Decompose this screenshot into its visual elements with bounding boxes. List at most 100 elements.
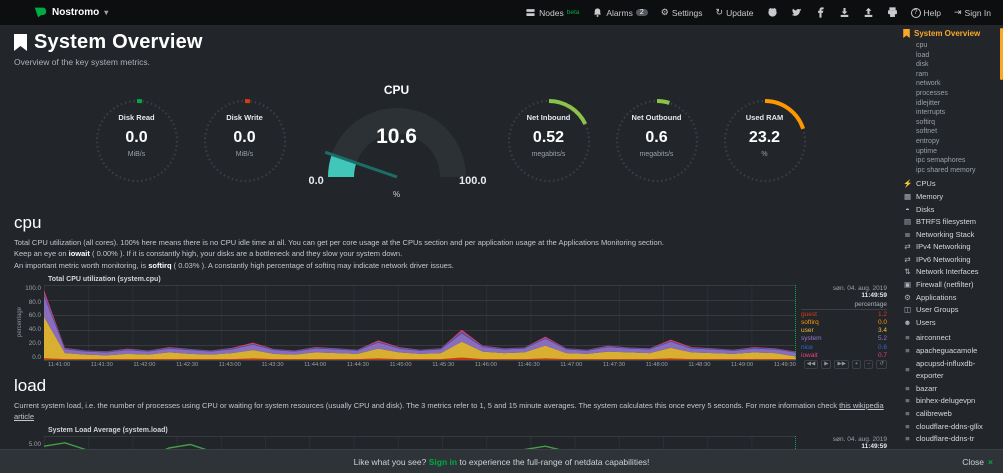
sidebar-subitem[interactable]: load [916, 51, 930, 59]
legend-item[interactable]: nice 0.6 [801, 344, 887, 352]
sidebar-item[interactable]: ⇄ IPv4 Networking [903, 241, 1001, 254]
sidebar-item-label: calibreweb [916, 409, 952, 418]
signin-button[interactable]: ⇥ Sign In [954, 8, 991, 18]
node-selector[interactable]: Nostromo ▾ [34, 6, 108, 19]
legend-item[interactable]: user 3.4 [801, 327, 887, 335]
x-tick: 11:44:00 [304, 361, 327, 368]
sidebar-subitem[interactable]: uptime [916, 147, 938, 155]
chart-control-button[interactable]: ▶▶ [834, 359, 849, 369]
netdata-logo-icon [34, 6, 47, 19]
gauge[interactable]: Net Outbound 0.6 megabits/s [611, 95, 703, 187]
legend-series-name: system [801, 335, 822, 343]
gauge[interactable]: Net Inbound 0.52 megabits/s [503, 95, 595, 187]
sidebar-subitem[interactable]: ipc shared memory [916, 166, 976, 174]
sidebar-item[interactable]: ▤ BTRFS filesystem [903, 216, 1001, 229]
sidebar-item[interactable]: ◫ User Groups [903, 304, 1001, 317]
x-tick: 11:43:00 [218, 361, 241, 368]
settings-button[interactable]: ⚙ Settings [661, 8, 703, 18]
signin-link[interactable]: Sign in [428, 456, 458, 467]
cpu-plot-area[interactable] [44, 284, 796, 361]
chart-control-button[interactable]: − [864, 359, 874, 369]
sidebar-subitem[interactable]: cpu [916, 42, 928, 49]
legend-item[interactable]: system 5.2 [801, 335, 887, 343]
chart-control-button[interactable]: ◀◀ [803, 359, 819, 369]
sidebar-subitem[interactable]: disk [916, 61, 929, 69]
sidebar-subitem[interactable]: ram [916, 70, 929, 78]
legend-item[interactable]: guest 1.2 [801, 311, 887, 319]
help-button[interactable]: ? Help [910, 7, 941, 18]
alarms-label: Alarms [606, 7, 633, 18]
import-snapshot-button[interactable] [839, 7, 850, 18]
sidebar-item[interactable]: ≡ airconnect [903, 332, 1001, 345]
alarms-button[interactable]: Alarms 2 [592, 7, 648, 18]
sidebar-item[interactable]: ⚙ Applications [903, 292, 1001, 305]
chart-control-button[interactable]: ↺ [876, 359, 887, 369]
chart-control-button[interactable]: + [851, 359, 862, 369]
load-description: Current system load, i.e. the number of … [14, 400, 884, 421]
gauge[interactable]: Disk Read 0.0 MiB/s [91, 95, 183, 187]
gear-icon: ⚙ [660, 7, 669, 17]
sidebar-subitem[interactable]: softnet [916, 128, 938, 136]
sidebar-subitem[interactable]: entropy [916, 137, 940, 145]
x-tick: 11:45:30 [432, 361, 455, 368]
sidebar-item[interactable]: ⇅ Network Interfaces [903, 266, 1001, 279]
close-icon: × [988, 456, 993, 467]
gauge-label: Disk Write [226, 113, 263, 122]
nodes-button[interactable]: Nodes beta [525, 7, 579, 18]
chart-control-button[interactable]: ▶ [821, 359, 832, 369]
x-tick: 11:46:30 [517, 361, 540, 368]
sidebar-subitem[interactable]: ipc semaphores [916, 157, 966, 165]
gauge-value: 0.0 [233, 129, 256, 146]
sidebar-item[interactable]: ≡ calibreweb [903, 408, 1001, 421]
x-tick: 11:44:30 [346, 361, 369, 368]
sidebar-menu: ⚡ CPUs ▦ Memory ◓ Disks ▤ BTRFS filesyst… [903, 178, 1001, 329]
github-button[interactable] [767, 7, 778, 18]
legend-item[interactable]: softirq 0.0 [801, 319, 887, 327]
sidebar-item[interactable]: ≡ binhex-delugevpn [903, 395, 1001, 408]
facebook-button[interactable] [815, 7, 826, 18]
print-button[interactable] [887, 7, 898, 18]
gauge-unit: % [392, 190, 401, 199]
sidebar-subitem[interactable]: network [916, 80, 941, 88]
sidebar-item[interactable]: ☻ Users [903, 317, 1001, 330]
gauge[interactable]: Disk Write 0.0 MiB/s [199, 95, 291, 187]
sidebar-subitem[interactable]: idlejitter [916, 99, 941, 107]
sidebar-apps: ≡ airconnect ≡ apacheguacamole ≡ apcupsd… [903, 332, 1001, 445]
sidebar-item[interactable]: ◓ Disks [903, 204, 1001, 217]
app-icon: ≡ [905, 409, 910, 418]
gauge[interactable]: Used RAM 23.2 % [719, 95, 811, 187]
update-button[interactable]: ↻ Update [716, 8, 754, 18]
sidebar-submenu: cpu load disk ram network processes idlejitter… [903, 41, 1001, 175]
twitter-button[interactable] [791, 7, 802, 18]
sidebar-item[interactable]: ⇄ IPv6 Networking [903, 254, 1001, 267]
wikipedia-link[interactable]: this wikipedia article [14, 400, 884, 421]
sidebar-item[interactable]: ▦ Memory [903, 191, 1001, 204]
export-snapshot-button[interactable] [863, 7, 874, 18]
cpu-gauge[interactable]: CPU 10.6 0.0 100.0 % [307, 83, 487, 199]
sidebar-item[interactable]: ≡ cloudflare-ddns-gllix [903, 421, 1001, 434]
gauge-min: 0.0 [308, 175, 324, 187]
top-navigation: Nodes beta Alarms 2 ⚙ Settings ↻ Update [525, 7, 991, 18]
sidebar-item[interactable]: ≡ apcupsd-influxdb-exporter [903, 358, 1001, 383]
legend-series-value: 3.4 [877, 327, 887, 335]
x-tick: 11:45:00 [389, 361, 412, 368]
sidebar-item-system-overview[interactable]: System Overview [903, 29, 1001, 38]
cpu-utilization-chart: Total CPU utilization (system.cpu) perce… [14, 276, 887, 369]
sidebar-subitem[interactable]: processes [916, 89, 948, 97]
section-cpu: cpu Total CPU utilization (all cores). 1… [14, 213, 887, 369]
legend-item[interactable]: iowait 0.7 [801, 352, 887, 360]
sidebar-subitem[interactable]: interrupts [916, 109, 946, 117]
sidebar-subitem[interactable]: softirq [916, 118, 936, 126]
sidebar-item[interactable]: ≡ bazarr [903, 383, 1001, 396]
topbar: Nostromo ▾ Nodes beta Alarms 2 ⚙ Setting… [0, 0, 1003, 25]
sidebar-item[interactable]: ≣ Networking Stack [903, 229, 1001, 242]
legend-series-value: 0.0 [877, 318, 887, 326]
sidebar-item[interactable]: ▣ Firewall (netfilter) [903, 279, 1001, 292]
sidebar-item[interactable]: ≡ apacheguacamole [903, 345, 1001, 358]
signin-icon: ⇥ [953, 7, 962, 17]
y-tick: 20.0 [28, 339, 41, 347]
sidebar-scroll-indicator[interactable] [1000, 28, 1003, 80]
close-button[interactable]: Close × [962, 457, 993, 467]
sidebar-item[interactable]: ≡ cloudflare-ddns-tr [903, 433, 1001, 446]
sidebar-item[interactable]: ⚡ CPUs [903, 178, 1001, 191]
